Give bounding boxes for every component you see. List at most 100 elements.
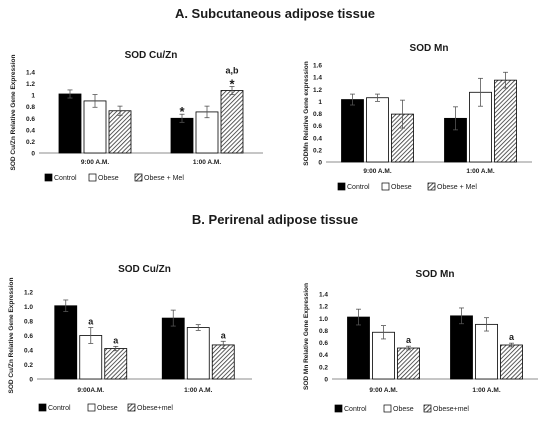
y-tick-label: 1 xyxy=(318,99,322,106)
legend-label: Obese + Mel xyxy=(144,175,184,182)
legend-swatch xyxy=(337,182,346,191)
legend-swatch xyxy=(88,173,97,182)
y-tick-label: 1.4 xyxy=(319,292,328,299)
y-tick-label: 0 xyxy=(324,377,328,384)
bar xyxy=(211,344,235,380)
y-tick-label: 1.2 xyxy=(26,81,35,88)
y-tick-label: 0.4 xyxy=(313,135,322,142)
bar xyxy=(450,315,473,380)
y-tick-label: 1.4 xyxy=(313,75,322,82)
bar xyxy=(475,323,498,380)
legend-label: Control xyxy=(344,406,367,413)
legend-swatch xyxy=(44,173,53,182)
y-tick-label: 0.4 xyxy=(319,352,328,359)
chart-title: SOD Mn xyxy=(416,269,455,280)
significance-label: a xyxy=(221,330,227,340)
y-tick-label: 1.2 xyxy=(24,290,33,297)
section-a-title: A. Subcutaneous adipose tissue xyxy=(174,6,376,21)
legend-swatch xyxy=(383,404,392,413)
legend-swatch xyxy=(427,182,436,191)
x-tick-label: 1:00 A.M. xyxy=(193,159,221,166)
y-tick-label: 0.6 xyxy=(319,340,328,347)
bar xyxy=(83,100,107,154)
x-tick-label: 1:00 A.M. xyxy=(472,387,500,394)
bar xyxy=(186,327,210,380)
legend-swatch xyxy=(334,404,343,413)
bar xyxy=(58,93,82,154)
legend-label: Control xyxy=(48,405,71,412)
y-tick-label: 1.0 xyxy=(24,304,33,311)
bar xyxy=(104,348,128,380)
bar xyxy=(161,317,185,380)
legend-label: Obese+mel xyxy=(433,406,469,413)
legend-swatch xyxy=(423,404,432,413)
x-tick-label: 9:00A.M. xyxy=(77,387,104,394)
bar xyxy=(347,316,370,380)
bar xyxy=(500,344,523,380)
y-tick-label: 0.4 xyxy=(24,348,33,355)
legend-label: Obese+mel xyxy=(137,405,173,412)
bar xyxy=(170,117,194,154)
y-tick-label: 0.2 xyxy=(319,364,328,371)
y-tick-label: 1.2 xyxy=(313,87,322,94)
bar xyxy=(54,305,78,380)
y-tick-label: 0.8 xyxy=(319,328,328,335)
y-tick-label: 0.2 xyxy=(24,362,33,369)
legend-swatch xyxy=(134,173,143,182)
y-tick-label: 0.2 xyxy=(313,147,322,154)
chart-title: SOD Cu/Zn xyxy=(125,50,178,61)
legend-label: Control xyxy=(347,184,370,191)
y-tick-label: 0.8 xyxy=(313,111,322,118)
significance-label: a xyxy=(509,332,515,342)
bar xyxy=(108,110,132,154)
y-tick-label: 1 xyxy=(31,93,35,100)
x-tick-label: 9:00 A.M. xyxy=(81,159,109,166)
chart-title: SOD Cu/Zn xyxy=(118,264,171,275)
y-tick-label: 0 xyxy=(31,151,35,158)
legend-swatch xyxy=(38,403,47,412)
chart-b-sod-mn: SOD Mn SOD Mn Relative Gene Expression 0 0.… xyxy=(303,269,538,413)
legend-swatch xyxy=(381,182,390,191)
y-tick-label: 0.2 xyxy=(26,139,35,146)
legend-label: Obese xyxy=(391,184,412,191)
y-axis-label: SOD Mn Relative Gene Expression xyxy=(303,283,310,390)
legend-swatch xyxy=(127,403,136,412)
significance-label: a xyxy=(406,335,412,345)
significance-label: a xyxy=(88,317,94,327)
significance-label: * xyxy=(229,76,235,91)
bar xyxy=(494,79,517,163)
significance-label: a,b xyxy=(225,65,239,75)
y-tick-label: 0 xyxy=(29,377,33,384)
y-tick-label: 0.6 xyxy=(26,116,35,123)
bar xyxy=(366,97,389,163)
y-tick-label: 1.2 xyxy=(319,304,328,311)
x-tick-label: 9:00 A.M. xyxy=(363,168,391,175)
y-tick-label: 1.4 xyxy=(26,70,35,77)
section-b-title: B. Perirenal adipose tissue xyxy=(191,212,359,227)
legend-label: Obese + Mel xyxy=(437,184,477,191)
y-tick-label: 0.6 xyxy=(24,333,33,340)
chart-a-sod-cuzn: SOD Cu/Zn SOD Cu/Zn Relative Gene Express… xyxy=(10,50,263,182)
chart-b-sod-cuzn: SOD Cu/Zn SOD Cu/Zn Relative Gene Express… xyxy=(8,264,252,412)
y-tick-label: 0.8 xyxy=(26,104,35,111)
y-tick-label: 0 xyxy=(318,160,322,167)
x-tick-label: 1:00 A.M. xyxy=(184,387,212,394)
bar xyxy=(397,347,420,380)
significance-label: a xyxy=(113,335,119,345)
y-axis-label: SOD Cu/Zn Relative Gene Expression xyxy=(8,277,15,393)
bar xyxy=(341,99,364,163)
x-tick-label: 9:00 A.M. xyxy=(369,387,397,394)
y-axis-label: SODMn Relative Gene expression xyxy=(303,61,310,165)
significance-label: * xyxy=(179,104,185,119)
y-tick-label: 0.6 xyxy=(313,123,322,130)
chart-a-sod-mn: SOD Mn SODMn Relative Gene expression 0 0.2… xyxy=(303,43,532,191)
y-tick-label: 0.4 xyxy=(26,127,35,134)
legend-label: Control xyxy=(54,175,77,182)
chart-title: SOD Mn xyxy=(410,43,449,54)
y-tick-label: 1.0 xyxy=(319,316,328,323)
legend-label: Obese xyxy=(97,405,118,412)
y-axis-label: SOD Cu/Zn Relative Gene Expression xyxy=(10,54,17,170)
legend-swatch xyxy=(87,403,96,412)
legend-label: Obese xyxy=(393,406,414,413)
y-tick-label: 0.8 xyxy=(24,319,33,326)
